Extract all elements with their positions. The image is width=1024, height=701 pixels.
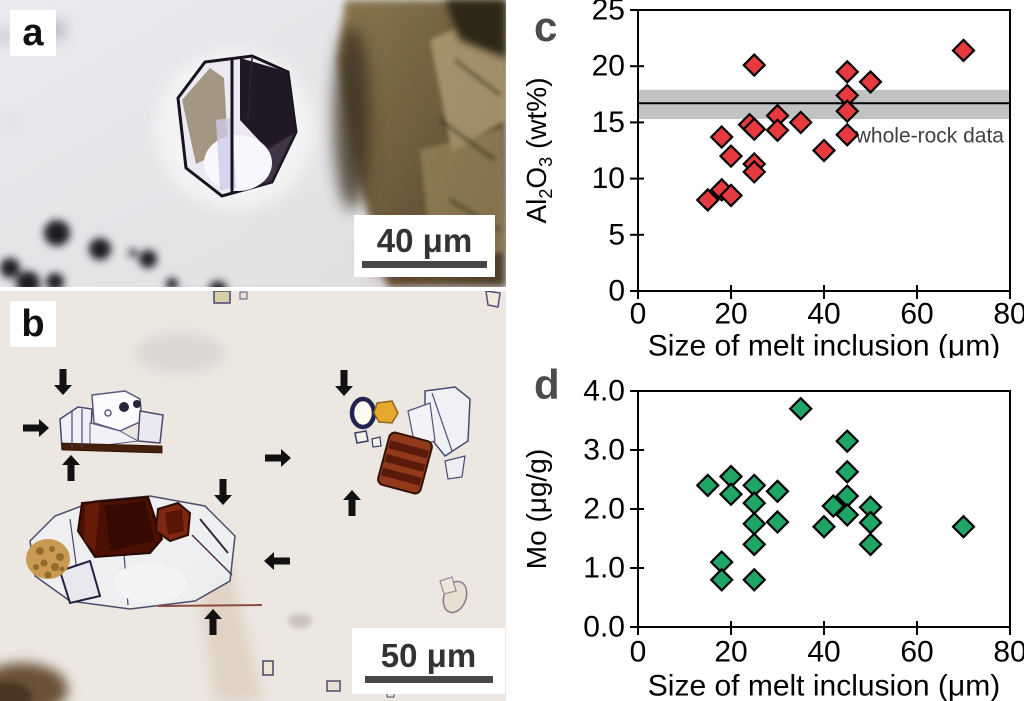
data-point <box>811 138 837 163</box>
data-point <box>742 159 767 184</box>
panel-a-label: a <box>10 10 56 56</box>
corner-dark-core <box>0 682 32 701</box>
data-point <box>835 59 860 84</box>
data-point <box>835 99 860 124</box>
melt-inclusion-crystal <box>155 50 315 210</box>
data-point <box>742 53 767 78</box>
scatter-chart-al2o3: 0 20 40 60 80 0 5 10 15 20 25 Size of melt inclusio… <box>521 0 1024 359</box>
data-point <box>742 511 767 536</box>
x-tick-label: 60 <box>900 636 933 669</box>
data-point <box>742 567 767 592</box>
data-point <box>765 118 790 143</box>
data-point <box>835 429 860 454</box>
x-tick-label: 40 <box>807 298 840 331</box>
y-tick-label: 15 <box>592 106 625 139</box>
gray-speck <box>288 614 312 628</box>
data-point <box>765 509 790 535</box>
data-point <box>951 514 976 539</box>
data-point <box>821 493 846 519</box>
plot-frame <box>637 390 1011 628</box>
data-point <box>858 510 883 535</box>
data-point <box>835 122 860 147</box>
y-axis-title: Al2O3 (wt%) <box>521 77 556 223</box>
x-tick-label: 80 <box>993 298 1024 331</box>
panel-b-micrograph: b 50 μm <box>0 291 506 701</box>
x-tick-label: 20 <box>714 298 747 331</box>
data-point <box>718 482 744 507</box>
y-tick-label: 25 <box>592 0 625 27</box>
scale-bar-a-text: 40 μm <box>376 221 473 259</box>
y-tick-label: 3.0 <box>583 434 625 467</box>
scale-bar-b-text: 50 μm <box>380 636 477 674</box>
faint-smudge <box>135 333 225 373</box>
x-tick-label: 0 <box>630 298 647 331</box>
x-tick-label: 20 <box>714 636 747 669</box>
y-axis-title: Mo (μg/g) <box>521 449 552 569</box>
scatter-chart-mo: 0 20 40 60 80 0.0 1.0 2.0 3.0 4.0 Size of melt inc… <box>521 375 1024 701</box>
data-point <box>718 183 744 208</box>
y-tick-label: 2.0 <box>583 493 625 526</box>
x-tick-label: 60 <box>900 298 933 331</box>
data-point <box>742 491 767 516</box>
panel-c-label: c <box>534 3 558 50</box>
y-tick-label: 4.0 <box>583 375 625 408</box>
scale-bar-b: 50 μm <box>352 628 505 694</box>
y-tick-label: 1.0 <box>583 552 625 585</box>
defocused-inclusion-blobs <box>0 220 227 287</box>
crystal-cluster-centre-left <box>26 495 236 610</box>
pale-streak <box>196 559 264 701</box>
whole-rock-band <box>638 89 1010 120</box>
data-point <box>765 479 790 504</box>
y-tick-label: 20 <box>592 50 625 83</box>
y-tick-label: 0 <box>608 275 625 308</box>
panel-b-label: b <box>10 301 56 347</box>
x-tick-label: 40 <box>807 636 840 669</box>
panel-b-label-text: b <box>21 303 45 345</box>
needle-crystal <box>157 604 263 607</box>
x-axis-title: Size of melt inclusion (μm) <box>648 330 1000 359</box>
data-point <box>951 38 976 63</box>
panel-d-label: d <box>534 361 560 408</box>
y-tick-label: 5 <box>608 218 625 251</box>
y-tick-label: 10 <box>592 162 625 195</box>
data-point <box>695 187 720 213</box>
data-point <box>858 69 883 94</box>
data-point <box>788 110 813 135</box>
x-tick-label: 80 <box>993 636 1024 669</box>
data-point <box>835 459 860 484</box>
panel-a-micrograph: a 40 μm <box>0 0 506 287</box>
data-point <box>835 502 860 527</box>
data-point <box>709 124 734 150</box>
panel-a-label-text: a <box>22 12 44 54</box>
y-tick-label: 0.0 <box>583 611 625 644</box>
crystal-cluster-top-right <box>349 386 471 495</box>
data-point <box>709 567 734 592</box>
scattered-small-crystals <box>213 291 501 698</box>
x-axis-title: Size of melt inclusion (μm) <box>648 670 1000 701</box>
data-point <box>788 396 813 421</box>
scale-bar-a: 40 μm <box>354 215 495 277</box>
scale-bar-b-rule <box>364 676 493 684</box>
data-point <box>811 514 837 539</box>
data-point <box>858 532 883 557</box>
crystal-aggregate-top-left <box>59 390 164 454</box>
x-tick-label: 0 <box>630 636 647 669</box>
data-point <box>742 117 767 142</box>
data-point <box>742 532 767 557</box>
whole-rock-annotation: whole-rock data <box>855 125 1005 148</box>
data-point <box>718 144 744 169</box>
scale-bar-a-rule <box>362 261 487 269</box>
data-point <box>695 473 720 498</box>
